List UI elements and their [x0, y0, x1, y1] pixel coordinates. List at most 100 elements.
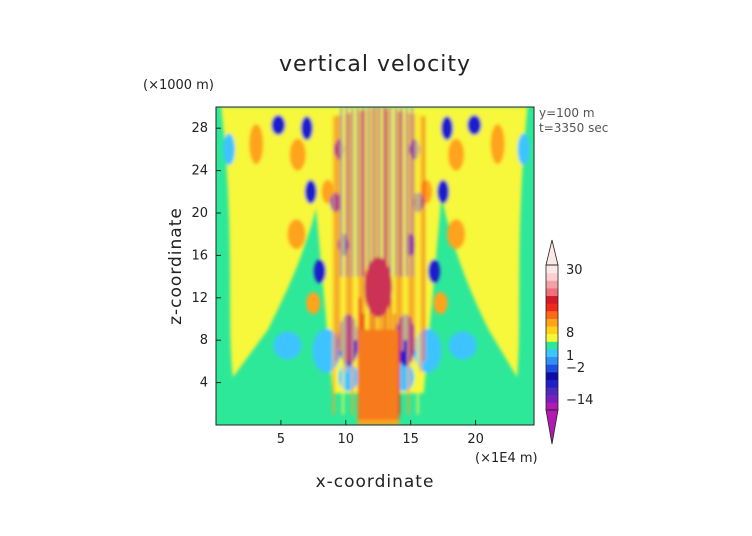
plume-streak-down [362, 107, 364, 277]
plume-streak [416, 114, 419, 415]
colorbar-swatch [546, 310, 558, 319]
y-tick-label: 20 [191, 206, 208, 221]
plume-streak [392, 109, 394, 341]
plume-streak-down [411, 107, 413, 277]
x-tick-label: 15 [402, 432, 419, 447]
plume-streak [335, 115, 338, 362]
colorbar-tick-label: −14 [566, 393, 593, 408]
downdraft-strong [313, 259, 326, 284]
plume-streak [348, 113, 351, 362]
annotation-y: y=100 m [539, 106, 595, 120]
y-unit-label: (×1000 m) [143, 78, 214, 93]
plume-streak [420, 115, 422, 373]
plume-streak-down [389, 107, 391, 277]
plume-core-streak [379, 297, 382, 420]
plume-streak [398, 111, 401, 415]
y-tick-label: 16 [191, 248, 208, 263]
plume-streak-down [384, 107, 386, 277]
chart-title: vertical velocity [279, 52, 471, 77]
plume-streak [354, 111, 357, 341]
downdraft-strong [441, 116, 454, 141]
updraft-moderate [287, 219, 306, 250]
downdraft-strong [304, 179, 317, 204]
downdraft-strong [428, 259, 441, 284]
plume-core-streak [369, 297, 371, 420]
plume-streak [404, 112, 407, 341]
colorbar-swatch [546, 348, 558, 358]
plume-core-mix [364, 257, 393, 318]
colorbar-swatch [546, 387, 558, 396]
colorbar-swatch [546, 318, 558, 327]
x-tick-label: 10 [338, 432, 355, 447]
downdraft-strong [467, 115, 482, 136]
colorbar-swatch [546, 364, 558, 373]
plume-streak [363, 109, 366, 351]
downdraft-strong [271, 115, 286, 136]
colorbar-swatch [546, 280, 558, 289]
y-tick-label: 24 [191, 164, 208, 179]
plume-streak [385, 108, 388, 362]
downdraft-weak [273, 331, 302, 360]
plume-core-streak [386, 329, 389, 420]
updraft-moderate [447, 219, 466, 250]
plume-core-streak [362, 313, 364, 420]
colorbar-swatch [546, 303, 558, 312]
plume-streak [339, 115, 341, 351]
colorbar-swatch [546, 287, 558, 297]
updraft-moderate [321, 179, 334, 204]
plume-streak [357, 111, 360, 372]
plume-streak [413, 114, 416, 351]
plume-core [357, 329, 400, 425]
plume-streak [342, 114, 344, 415]
downdraft-strong [437, 179, 450, 204]
downdraft-weak [517, 133, 530, 166]
plume-streak-down [373, 107, 375, 277]
updraft-moderate [490, 124, 505, 165]
plume-streak-down [351, 107, 353, 277]
colorbar-swatch [546, 356, 558, 365]
colorbar-swatch [546, 379, 558, 388]
y-axis: 4 8 12 16 20 24 28 [191, 121, 221, 391]
plume-streak [360, 110, 363, 415]
y-tick-label: 12 [191, 291, 208, 306]
plume-core-streak [390, 297, 392, 420]
updraft-moderate [448, 138, 465, 171]
plume-streak-down [400, 107, 402, 277]
colorbar-max-arrow [545, 239, 559, 266]
plume-streak [376, 107, 379, 351]
colorbar: 30 8 1−2 −14 [545, 239, 593, 445]
colorbar-swatch [546, 265, 558, 274]
plume-streak [423, 116, 425, 362]
plume-streak-down [406, 107, 408, 277]
colorbar-frame [545, 264, 559, 411]
plume-core-streak [397, 329, 399, 420]
y-tick-label: 8 [200, 333, 208, 348]
updraft-moderate [433, 292, 448, 315]
colorbar-tick-label: 8 [566, 326, 574, 341]
downdraft-weak [338, 363, 359, 392]
plume-streak-down [395, 107, 397, 277]
plume-core-streak [383, 313, 385, 420]
x-tick-label: 20 [467, 432, 484, 447]
plot-frame [215, 106, 535, 426]
plot-area [216, 107, 534, 425]
colorbar-tick-label: 30 [566, 263, 583, 278]
plume-streak [332, 116, 335, 415]
colorbar-swatch [546, 371, 558, 380]
y-axis-label: z-coordinate [166, 207, 186, 325]
x-axis-label: x-coordinate [316, 472, 435, 492]
colorbar-tick-label: −2 [566, 361, 585, 376]
x-axis: 5 10 15 20 [277, 420, 484, 447]
colorbar-swatch [546, 394, 558, 403]
plume-core-streak [376, 329, 378, 420]
colorbar-swatch [546, 333, 558, 342]
x-unit-label: (×1E4 m) [475, 451, 538, 466]
plume-core-streak [372, 313, 375, 420]
plume-streak-down [346, 107, 348, 277]
annotation-time: t=3350 sec [539, 121, 608, 135]
y-tick-label: 4 [200, 376, 208, 391]
up-envelope-left [221, 107, 331, 378]
colorbar-swatch [546, 272, 558, 281]
updraft-moderate [289, 138, 306, 171]
